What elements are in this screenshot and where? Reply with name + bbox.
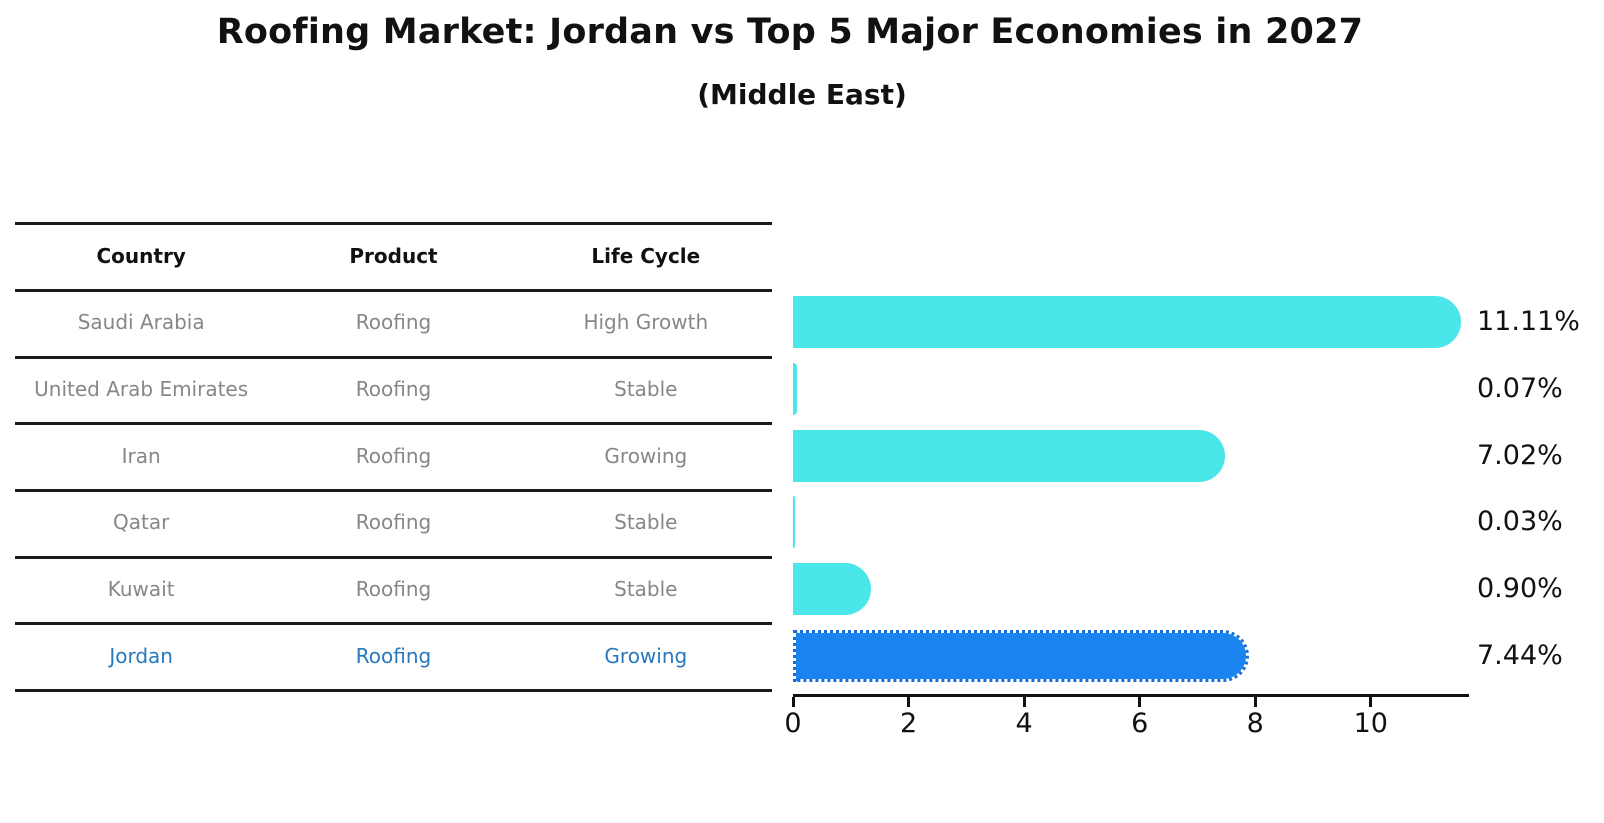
cell-product: Roofing xyxy=(355,310,432,335)
cell-life-cycle: Stable xyxy=(614,377,678,402)
table-row-separator xyxy=(15,355,772,359)
table-row-jordan: Jordan Roofing Growing xyxy=(15,622,772,689)
bar-united-arab-emirates xyxy=(793,363,798,415)
table-row-united-arab-emirates: United Arab Emirates Roofing Stable xyxy=(15,356,772,423)
table-row-saudi-arabia: Saudi Arabia Roofing High Growth xyxy=(15,289,772,356)
cell-country: Iran xyxy=(121,443,161,468)
bar-saudi-arabia xyxy=(793,296,1461,349)
cell-product: Roofing xyxy=(355,510,432,535)
table-border-bottom xyxy=(15,689,772,692)
table-row-kuwait: Kuwait Roofing Stable xyxy=(15,556,772,623)
header-cell-country: Country xyxy=(96,243,186,268)
header-cell-product: Product xyxy=(349,243,438,268)
value-label-qatar: 0.03% xyxy=(1477,506,1563,538)
tick-mark xyxy=(1253,697,1257,707)
table-row-separator xyxy=(15,555,772,559)
table-row-separator xyxy=(15,622,772,626)
table-row-qatar: Qatar Roofing Stable xyxy=(15,489,772,556)
chart-title: Roofing Market: Jordan vs Top 5 Major Ec… xyxy=(216,12,1364,52)
cell-life-cycle: Growing xyxy=(604,443,688,468)
cell-life-cycle: High Growth xyxy=(583,310,709,335)
value-label-saudi-arabia: 11.11% xyxy=(1477,306,1580,338)
tick-label: 2 xyxy=(899,708,918,739)
table-row-separator xyxy=(15,422,772,426)
chart-subtitle: (Middle East) xyxy=(697,78,907,111)
tick-label: 4 xyxy=(1015,708,1033,739)
header-cell-life-cycle: Life Cycle xyxy=(591,243,701,268)
bar-kuwait xyxy=(793,563,871,615)
cell-country: Qatar xyxy=(113,510,170,535)
bar-iran xyxy=(793,429,1225,482)
cell-country: United Arab Emirates xyxy=(34,377,249,402)
cell-life-cycle: Stable xyxy=(614,510,678,535)
bar-jordan xyxy=(793,629,1249,682)
value-label-united-arab-emirates: 0.07% xyxy=(1477,373,1563,404)
value-label-iran: 7.02% xyxy=(1477,439,1563,471)
table-row-separator xyxy=(15,489,772,492)
cell-country: Jordan xyxy=(109,643,173,668)
tick-label: 8 xyxy=(1246,708,1264,739)
table-header-row: Country Product Life Cycle xyxy=(15,222,772,289)
tick-mark xyxy=(1022,697,1026,707)
cell-life-cycle: Growing xyxy=(604,643,688,668)
cell-country: Saudi Arabia xyxy=(77,310,205,335)
bar-qatar xyxy=(793,496,795,549)
tick-label: 6 xyxy=(1131,708,1149,739)
tick-mark xyxy=(1369,697,1373,707)
table-row-iran: Iran Roofing Growing xyxy=(15,422,772,489)
tick-label: 10 xyxy=(1353,708,1388,739)
cell-life-cycle: Stable xyxy=(614,577,678,602)
tick-mark xyxy=(791,697,795,707)
x-axis-ticks: 0 2 4 6 8 10 xyxy=(784,694,1469,754)
cell-country: Kuwait xyxy=(107,577,175,602)
table-header-separator xyxy=(15,289,772,292)
tick-mark xyxy=(1138,697,1142,707)
cell-product: Roofing xyxy=(355,577,432,602)
tick-label: 0 xyxy=(784,708,802,739)
tick-mark xyxy=(907,697,911,707)
value-label-kuwait: 0.90% xyxy=(1477,573,1563,604)
cell-product: Roofing xyxy=(355,643,432,668)
cell-product: Roofing xyxy=(355,377,432,402)
x-axis-line xyxy=(793,694,1469,697)
table-border-top xyxy=(15,222,772,225)
value-label-jordan: 7.44% xyxy=(1477,639,1563,671)
cell-product: Roofing xyxy=(355,443,432,468)
